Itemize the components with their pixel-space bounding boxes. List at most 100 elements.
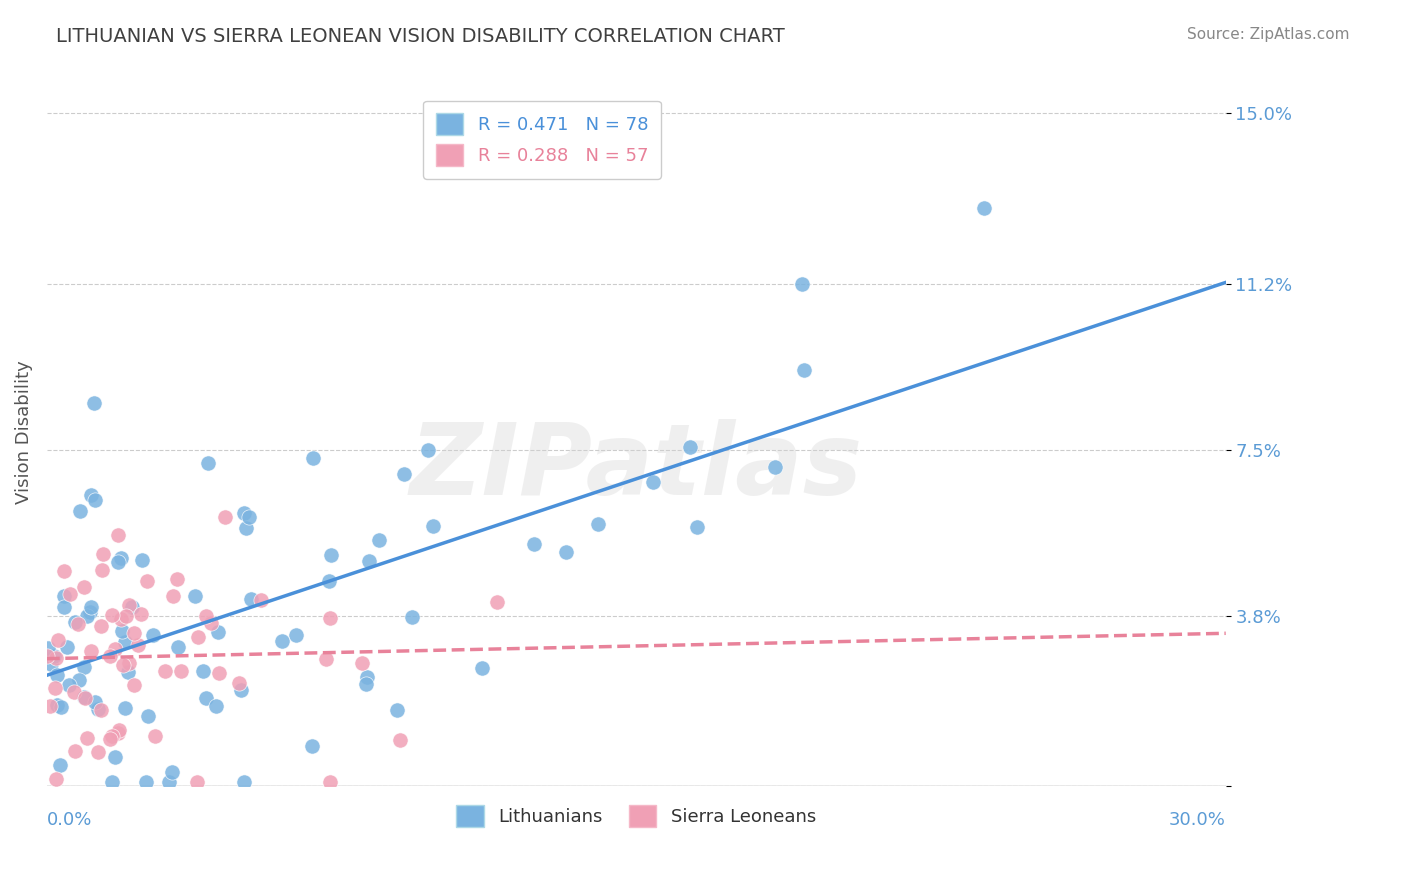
Text: 30.0%: 30.0% (1168, 812, 1226, 830)
Point (186, 775, 208, 789)
Text: ZIPatlas: ZIPatlas (409, 419, 863, 516)
Point (187, 631, 209, 645)
Point (319, 610, 342, 624)
Point (354, 677, 377, 691)
Point (44, 681, 66, 696)
Point (155, 665, 177, 679)
Point (83, 395, 105, 409)
Point (112, 658, 135, 673)
Text: 0.0%: 0.0% (46, 812, 93, 830)
Point (35, 648, 58, 663)
Point (166, 572, 188, 586)
Point (104, 641, 127, 656)
Point (67, 673, 90, 687)
Point (214, 510, 236, 524)
Point (315, 652, 337, 666)
Point (98, 731, 121, 746)
Point (368, 533, 391, 548)
Point (359, 554, 381, 568)
Point (389, 733, 412, 747)
Point (471, 661, 494, 675)
Point (41, 657, 63, 672)
Point (194, 691, 217, 706)
Point (73, 580, 96, 594)
Point (790, 277, 813, 291)
Point (107, 555, 129, 569)
Point (51, 700, 73, 714)
Point (87, 702, 110, 716)
Point (110, 612, 132, 626)
Point (90, 563, 112, 577)
Point (122, 625, 145, 640)
Point (763, 460, 786, 475)
Point (76, 608, 98, 623)
Point (52, 589, 75, 603)
Point (586, 516, 609, 531)
Point (485, 595, 508, 609)
Point (80, 644, 103, 658)
Point (115, 609, 138, 624)
Y-axis label: Vision Disability: Vision Disability (15, 360, 32, 504)
Point (973, 202, 995, 216)
Point (93, 547, 115, 561)
Point (69, 504, 91, 518)
Point (45, 772, 67, 786)
Point (233, 506, 256, 520)
Point (63, 744, 86, 758)
Point (118, 598, 141, 612)
Point (134, 775, 156, 789)
Point (117, 656, 139, 670)
Point (63, 685, 86, 699)
Point (101, 729, 124, 743)
Point (422, 519, 444, 533)
Point (46, 698, 69, 713)
Point (205, 699, 228, 714)
Point (72, 690, 94, 704)
Point (321, 548, 343, 562)
Point (100, 608, 122, 623)
Point (385, 703, 408, 717)
Point (208, 666, 231, 681)
Legend: Lithuanians, Sierra Leoneans: Lithuanians, Sierra Leoneans (449, 797, 824, 834)
Point (143, 729, 166, 743)
Point (121, 600, 143, 615)
Point (392, 467, 415, 481)
Point (37, 641, 59, 656)
Point (136, 574, 159, 588)
Point (98, 649, 121, 664)
Point (207, 624, 229, 639)
Point (195, 609, 218, 624)
Point (110, 624, 132, 638)
Point (63, 615, 86, 629)
Point (52, 564, 75, 578)
Point (142, 628, 165, 642)
Point (162, 589, 184, 603)
Point (200, 616, 222, 631)
Point (157, 775, 180, 789)
Point (232, 775, 254, 789)
Point (46, 633, 69, 648)
Point (122, 678, 145, 692)
Point (73, 691, 96, 706)
Point (107, 726, 129, 740)
Point (170, 665, 193, 679)
Point (79, 605, 101, 619)
Point (84, 493, 107, 508)
Point (45, 667, 67, 681)
Point (100, 775, 122, 789)
Point (66, 616, 89, 631)
Point (45, 650, 67, 665)
Point (270, 634, 292, 648)
Point (554, 545, 576, 559)
Point (110, 551, 132, 566)
Point (162, 764, 184, 779)
Point (58, 678, 80, 692)
Point (418, 443, 440, 458)
Point (38, 698, 60, 713)
Point (401, 610, 423, 624)
Point (240, 591, 263, 606)
Text: LITHUANIAN VS SIERRA LEONEAN VISION DISABILITY CORRELATION CHART: LITHUANIAN VS SIERRA LEONEAN VISION DISA… (56, 27, 785, 45)
Point (793, 363, 815, 377)
Point (352, 657, 374, 671)
Point (197, 456, 219, 470)
